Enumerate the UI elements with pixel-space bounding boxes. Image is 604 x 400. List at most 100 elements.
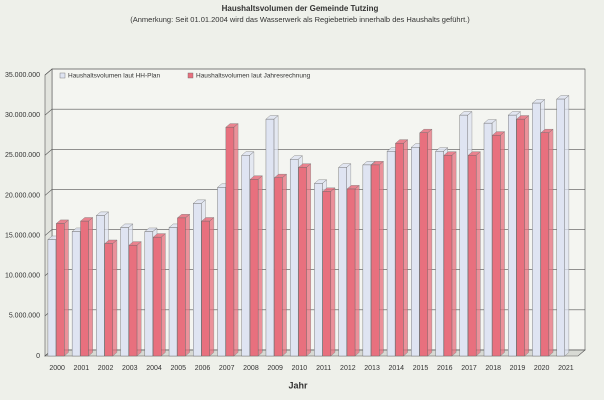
chart-subtitle: (Anmerkung: Seit 01.01.2004 wird das Was… [130,15,470,24]
bar [443,155,453,357]
bar [540,132,550,357]
x-tick-label: 2011 [316,365,331,372]
bar-side [185,213,190,357]
bar-side [403,139,408,357]
y-tick-label: 0 [36,353,40,360]
bar [459,114,468,357]
bar [492,135,501,357]
bar-side [379,160,384,357]
legend-swatch [59,72,66,79]
bar [241,155,250,357]
x-tick-label: 2018 [485,365,501,372]
y-tick-label: 15.000.000 [5,232,40,239]
bar-side [524,115,530,357]
bar [193,203,202,357]
bar [274,177,283,357]
bar [289,159,299,357]
bar-side [354,184,360,357]
grid-line [44,68,585,76]
bar [435,151,444,357]
y-tick-label: 20.000.000 [5,192,40,199]
bar [419,132,428,357]
bar [225,126,235,357]
bar-side [330,187,336,357]
chart-title: Haushaltsvolumen der Gemeinde Tutzing [222,4,379,13]
bar-side [500,131,505,357]
bar [346,188,356,357]
bar-side [427,128,433,357]
x-tick-label: 2007 [219,365,235,372]
y-tick-label: 5.000.000 [9,313,40,320]
bar-side [475,151,481,357]
bar-side [233,123,239,357]
bar-side [161,233,166,357]
x-tick-label: 2014 [389,365,405,372]
y-tick-label: 35.000.000 [5,72,40,79]
bar [120,227,129,357]
legend-label: Haushaltsvolumen laut Jahresrechnung [196,73,311,80]
bar [411,147,420,357]
x-tick-label: 2000 [49,365,65,372]
legend-swatch [187,72,194,79]
y-tick-label: 10.000.000 [5,273,40,280]
x-tick-label: 2020 [534,365,550,372]
y-tick-label: 25.000.000 [5,152,40,159]
legend-label: Haushaltsvolumen laut HH-Plan [68,73,161,80]
bar [153,236,162,357]
bar [298,167,307,357]
bar [56,223,65,357]
bar [467,155,477,357]
bar [386,151,396,357]
x-tick-label: 2004 [146,365,162,372]
bar [338,167,347,357]
x-tick-label: 2016 [437,365,453,372]
bar-side [136,241,142,357]
bar-side [451,151,457,357]
x-tick-label: 2006 [195,365,211,372]
bar [508,114,517,357]
bar [47,239,57,357]
bar [168,227,178,357]
bar-side [564,95,570,357]
bar [322,191,331,357]
x-tick-label: 2005 [170,365,186,372]
bar [314,183,323,357]
bar [556,98,565,357]
x-axis-label: Jahr [288,380,308,390]
bar [144,231,154,357]
x-tick-label: 2021 [558,365,574,372]
x-tick-label: 2019 [510,365,526,372]
x-tick-label: 2008 [243,365,259,372]
bar [265,118,275,357]
x-tick-label: 2015 [413,365,429,372]
bar [483,122,493,357]
bar [104,243,113,357]
x-tick-label: 2010 [292,365,308,372]
bar [177,217,186,357]
bar-side [257,175,263,357]
bar-side [209,217,215,357]
bar [128,245,138,357]
bar [201,220,210,357]
bar [371,164,380,357]
bar-side [88,217,93,357]
bar [395,143,404,357]
x-tick-label: 2002 [98,365,114,372]
x-tick-label: 2017 [461,365,477,372]
bar-side [548,128,554,357]
x-tick-label: 2003 [122,365,138,372]
bar-side [282,173,287,357]
bar [80,220,89,357]
x-tick-label: 2013 [364,365,380,372]
bar [71,231,81,357]
bar [249,179,259,357]
bar-side [112,239,118,357]
y-tick-label: 30.000.000 [5,112,40,119]
bar [362,164,372,357]
bar [96,215,105,357]
bar [532,102,541,357]
x-tick-label: 2009 [267,365,283,372]
bar [217,187,226,357]
bar-side [306,163,311,357]
